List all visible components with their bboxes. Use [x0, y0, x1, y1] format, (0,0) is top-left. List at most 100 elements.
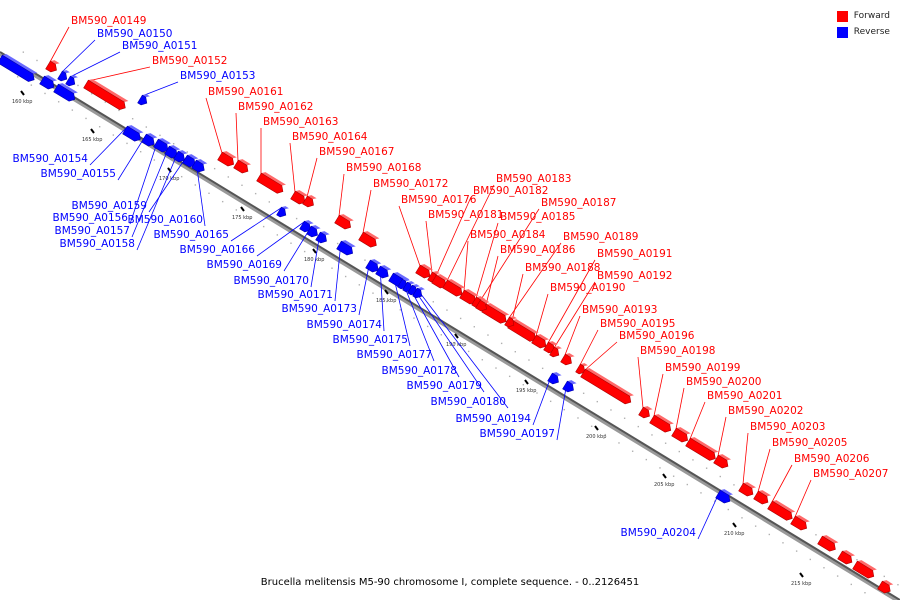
gene-label-bm590_a0155[interactable]: BM590_A0155	[41, 168, 116, 180]
leader-line	[532, 373, 553, 426]
gene-label-bm590_a0161[interactable]: BM590_A0161	[208, 86, 283, 98]
gene-label-bm590_a0162[interactable]: BM590_A0162	[238, 101, 313, 113]
tick-dot	[686, 483, 689, 486]
gene-label-bm590_a0203[interactable]: BM590_A0203	[750, 421, 825, 433]
leader-line	[637, 356, 644, 409]
gene-label-bm590_a0167[interactable]: BM590_A0167	[319, 146, 394, 158]
gene-block-bm590_a0182-bevel	[436, 274, 450, 281]
scale-tick-label: 160 kbp	[12, 99, 32, 105]
gene-block-bm590_a0177-bevel	[402, 278, 410, 282]
gene-label-bm590_a0205[interactable]: BM590_A0205	[772, 437, 847, 449]
tick-dot	[112, 134, 115, 136]
gene-block-bm590_a0165	[276, 206, 289, 218]
gene-block-unlabelled-shape	[852, 560, 875, 579]
gene-label-bm590_a0191[interactable]: BM590_A0191	[597, 248, 672, 260]
gene-label-bm590_a0190[interactable]: BM590_A0190	[550, 282, 625, 294]
leader-line	[794, 479, 812, 518]
gene-label-bm590_a0199[interactable]: BM590_A0199	[665, 362, 740, 374]
gene-label-bm590_a0207[interactable]: BM590_A0207	[813, 468, 888, 480]
gene-label-bm590_a0187[interactable]: BM590_A0187	[541, 197, 616, 209]
gene-block-bm590_a0201-shape	[685, 437, 716, 461]
gene-block-bm590_a0155	[141, 133, 158, 147]
tick-dot	[172, 142, 175, 145]
gene-label-bm590_a0188[interactable]: BM590_A0188	[525, 262, 600, 274]
gene-label-bm590_a0158[interactable]: BM590_A0158	[60, 238, 135, 250]
gene-label-bm590_a0173[interactable]: BM590_A0173	[282, 303, 357, 315]
tick-dot	[71, 109, 74, 111]
gene-label-bm590_a0200[interactable]: BM590_A0200	[686, 376, 761, 388]
gene-label-bm590_a0194[interactable]: BM590_A0194	[456, 413, 532, 425]
leader-line	[392, 273, 411, 347]
leader-line	[379, 266, 385, 332]
gene-label-bm590_a0157[interactable]: BM590_A0157	[55, 225, 130, 237]
gene-label-bm590_a0180[interactable]: BM590_A0180	[431, 396, 506, 408]
gene-label-bm590_a0170[interactable]: BM590_A0170	[234, 275, 309, 287]
gene-block-bm590_a0161-shape	[217, 151, 235, 167]
gene-label-bm590_a0193[interactable]: BM590_A0193	[582, 304, 657, 316]
scale-tick	[732, 522, 737, 528]
tick-dot	[678, 450, 680, 453]
gene-label-bm590_a0184[interactable]: BM590_A0184	[470, 229, 546, 241]
gene-label-bm590_a0179[interactable]: BM590_A0179	[407, 380, 482, 392]
gene-label-bm590_a0159[interactable]: BM590_A0159	[72, 200, 147, 212]
gene-label-bm590_a0172[interactable]: BM590_A0172	[373, 178, 448, 190]
tick-dot	[541, 367, 544, 370]
gene-label-bm590_a0166[interactable]: BM590_A0166	[180, 244, 256, 256]
gene-label-bm590_a0183[interactable]: BM590_A0183	[496, 173, 571, 185]
tick-dot	[159, 134, 161, 137]
tick-dot	[514, 351, 516, 353]
gene-block-bm590_a0180-shape	[412, 287, 423, 299]
gene-block-bm590_a0195-shape	[575, 363, 586, 375]
gene-label-bm590_a0204[interactable]: BM590_A0204	[621, 527, 697, 539]
gene-label-bm590_a0185[interactable]: BM590_A0185	[500, 211, 575, 223]
gene-block-bm590_a0150	[57, 70, 70, 82]
gene-label-bm590_a0171[interactable]: BM590_A0171	[258, 289, 333, 301]
gene-block-bm590_a0179-bevel	[412, 284, 420, 288]
gene-label-bm590_a0163[interactable]: BM590_A0163	[263, 116, 338, 128]
gene-label-bm590_a0178[interactable]: BM590_A0178	[382, 365, 457, 377]
gene-label-bm590_a0149[interactable]: BM590_A0149	[71, 15, 146, 27]
gene-label-bm590_a0175[interactable]: BM590_A0175	[333, 334, 408, 346]
gene-label-bm590_a0182[interactable]: BM590_A0182	[473, 185, 548, 197]
gene-label-bm590_a0195[interactable]: BM590_A0195	[600, 318, 675, 330]
gene-label-bm590_a0197[interactable]: BM590_A0197	[480, 428, 555, 440]
gene-label-bm590_a0165[interactable]: BM590_A0165	[154, 229, 229, 241]
leader-line	[362, 189, 372, 234]
leader-line	[446, 184, 495, 282]
gene-label-bm590_a0176[interactable]: BM590_A0176	[401, 194, 477, 206]
gene-block-bm590_a0158	[173, 150, 188, 163]
gene-label-bm590_a0154[interactable]: BM590_A0154	[13, 153, 89, 165]
leader-line	[584, 341, 618, 371]
tick-dot	[664, 442, 667, 444]
gene-label-bm590_a0189[interactable]: BM590_A0189	[563, 231, 638, 243]
leader-line	[757, 448, 771, 493]
gene-block-bm590_a0166-bevel	[304, 220, 314, 225]
gene-label-bm590_a0198[interactable]: BM590_A0198	[640, 345, 715, 357]
gene-label-bm590_a0156[interactable]: BM590_A0156	[53, 212, 129, 224]
gene-label-bm590_a0153[interactable]: BM590_A0153	[180, 70, 255, 82]
gene-label-bm590_a0150[interactable]: BM590_A0150	[97, 28, 172, 40]
scale-tick	[384, 289, 389, 295]
gene-label-bm590_a0169[interactable]: BM590_A0169	[207, 259, 282, 271]
gene-label-bm590_a0164[interactable]: BM590_A0164	[292, 131, 368, 143]
gene-label-bm590_a0174[interactable]: BM590_A0174	[307, 319, 383, 331]
gene-label-bm590_a0206[interactable]: BM590_A0206	[794, 453, 870, 465]
tick-dot	[309, 226, 312, 228]
gene-label-bm590_a0201[interactable]: BM590_A0201	[707, 390, 782, 402]
leader-line	[310, 232, 321, 288]
gene-label-bm590_a0177[interactable]: BM590_A0177	[357, 349, 432, 361]
tick-dot	[262, 225, 265, 228]
legend-reverse: Reverse	[836, 24, 890, 40]
tick-dot	[30, 84, 33, 86]
gene-label-bm590_a0160[interactable]: BM590_A0160	[128, 214, 203, 226]
gene-label-bm590_a0152[interactable]: BM590_A0152	[152, 55, 227, 67]
gene-label-bm590_a0202[interactable]: BM590_A0202	[728, 405, 803, 417]
tick-dot	[487, 334, 489, 336]
gene-label-bm590_a0181[interactable]: BM590_A0181	[428, 209, 503, 221]
leader-line	[230, 207, 282, 242]
gene-label-bm590_a0168[interactable]: BM590_A0168	[346, 162, 421, 174]
gene-label-bm590_a0192[interactable]: BM590_A0192	[597, 270, 672, 282]
gene-label-bm590_a0151[interactable]: BM590_A0151	[122, 40, 197, 52]
gene-label-bm590_a0186[interactable]: BM590_A0186	[500, 244, 576, 256]
gene-label-bm590_a0196[interactable]: BM590_A0196	[619, 330, 695, 342]
